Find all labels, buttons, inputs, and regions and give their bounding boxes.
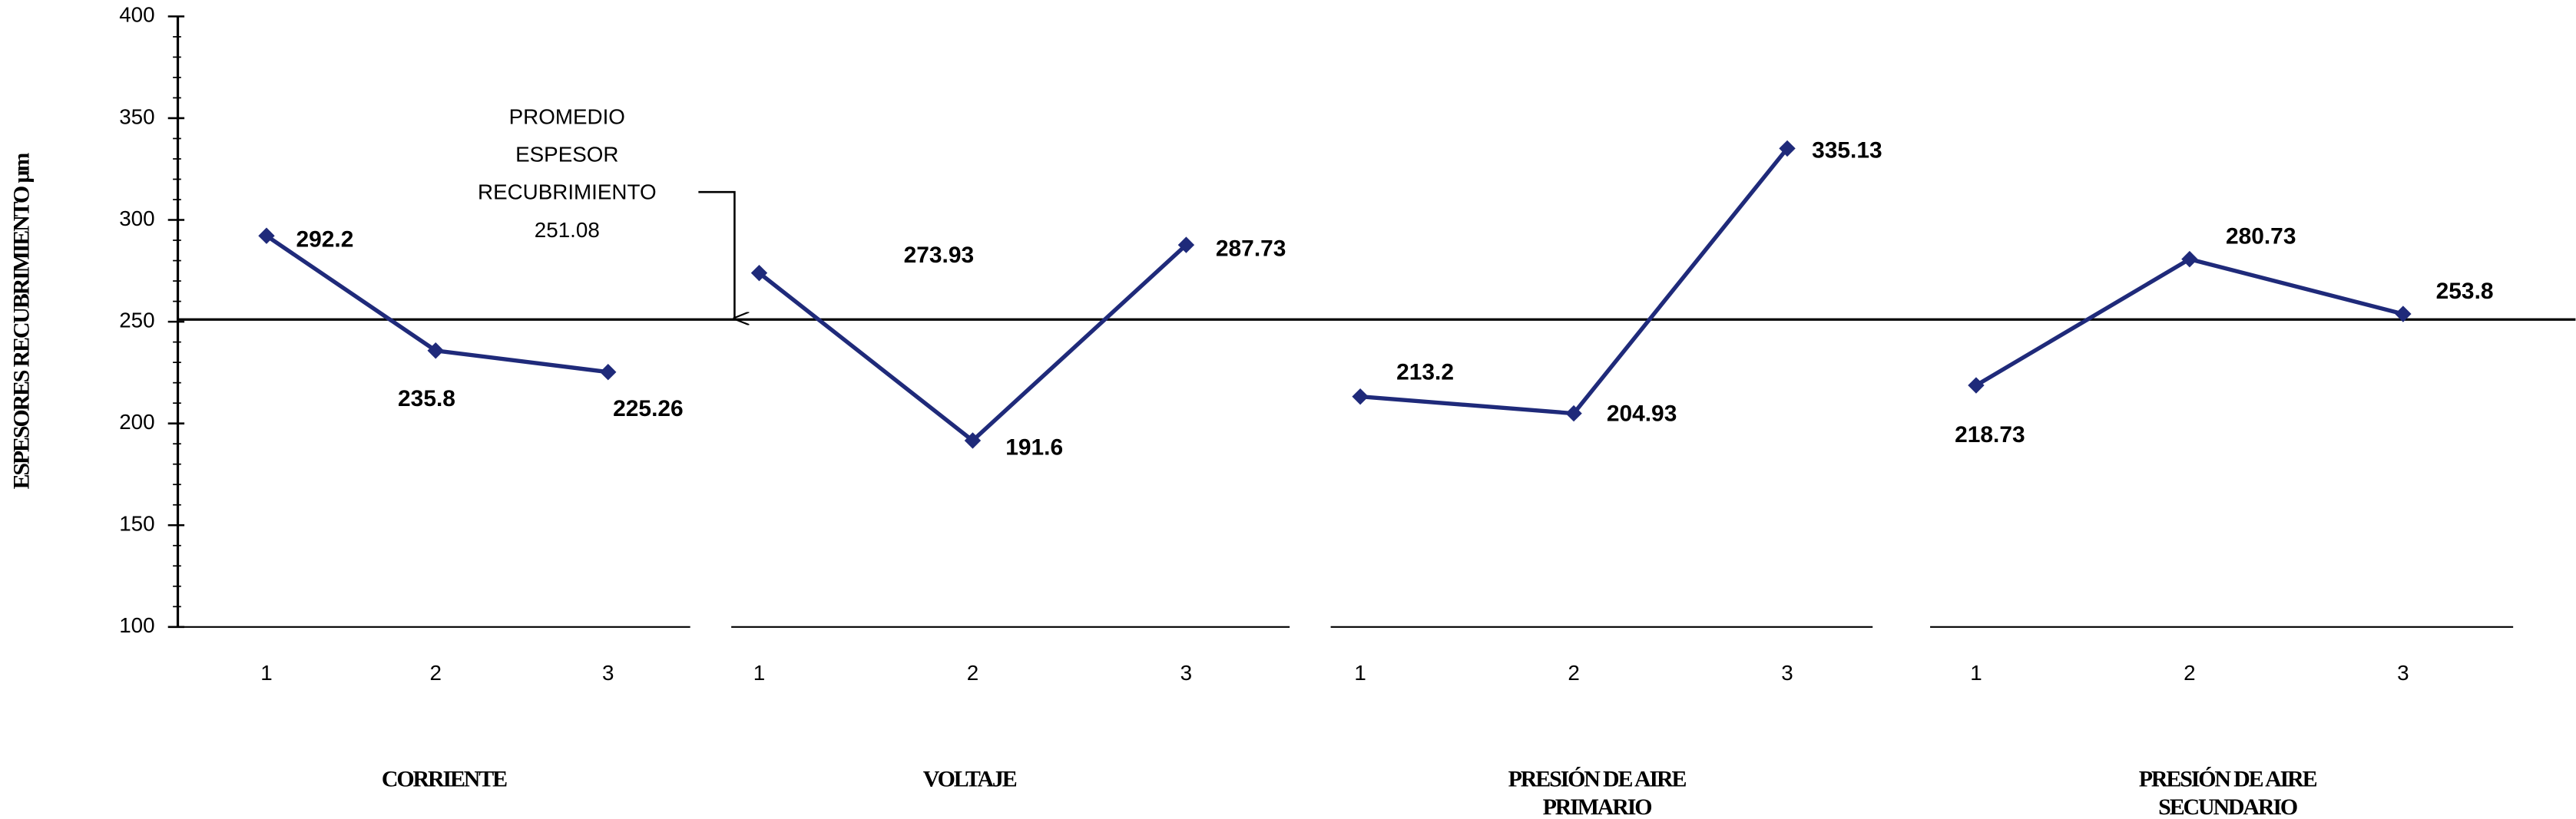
y-tick-label: 250 [119,308,154,332]
marker [2395,305,2412,322]
data-label: 273.93 [904,243,975,268]
data-label: 287.73 [1216,236,1286,261]
y-tick-label: 400 [119,3,154,27]
data-label: 213.2 [1396,360,1454,385]
x-tick-label: 3 [2397,661,2409,685]
panel-label: PRIMARIO [1543,794,1652,819]
marker [1177,236,1195,253]
annotation-text: PROMEDIO [509,104,625,128]
line-series [1975,256,2404,388]
y-tick-label: 100 [119,613,154,637]
marker [1352,388,1369,405]
panel-label: CORRIENTE [382,767,507,792]
marker [1779,140,1796,157]
marker [427,342,444,359]
y-tick-label: 150 [119,512,154,536]
annotation-value: 251.08 [535,218,600,242]
marker [1565,405,1582,422]
x-tick-label: 2 [1568,661,1579,685]
x-tick-label: 2 [967,661,978,685]
data-label: 225.26 [613,396,684,421]
data-label: 218.73 [1955,422,2025,447]
panel-label: VOLTAJE [923,767,1017,792]
panel-label: PRESIÓN DE AIRE [1508,767,1687,792]
x-tick-label: 2 [2184,661,2195,685]
x-tick-label: 3 [1781,661,1793,685]
data-label: 191.6 [1005,435,1063,461]
x-tick-label: 1 [1354,661,1366,685]
x-tick-label: 1 [1970,661,1982,685]
x-tick-label: 1 [260,661,272,685]
panel-label: SECUNDARIO [2158,794,2297,819]
data-label: 204.93 [1607,401,1677,427]
data-label: 280.73 [2226,224,2296,249]
x-tick-label: 3 [1180,661,1192,685]
marker [964,432,982,449]
data-label: 253.8 [2436,279,2494,304]
x-tick-label: 3 [602,661,614,685]
y-tick-label: 300 [119,206,154,230]
x-tick-label: 2 [430,661,442,685]
data-label: 235.8 [398,386,455,411]
y-axis-label: ESPESORES RECUBRIMIENTO µm [8,153,34,490]
marker [1968,377,1985,394]
marker [750,264,768,282]
annotation-arrow [698,190,734,319]
line-series [757,243,1188,444]
data-label: 335.13 [1812,138,1882,163]
marker [258,227,275,244]
data-label: 292.2 [296,227,353,253]
x-tick-label: 1 [753,661,765,685]
annotation-text: ESPESOR [515,142,618,166]
y-tick-label: 350 [119,104,154,128]
marker [2181,250,2198,268]
y-tick-label: 200 [119,410,154,434]
panel-label: PRESIÓN DE AIRE [2139,767,2317,792]
marker [600,364,617,381]
annotation-text: RECUBRIMIENTO [478,180,657,204]
